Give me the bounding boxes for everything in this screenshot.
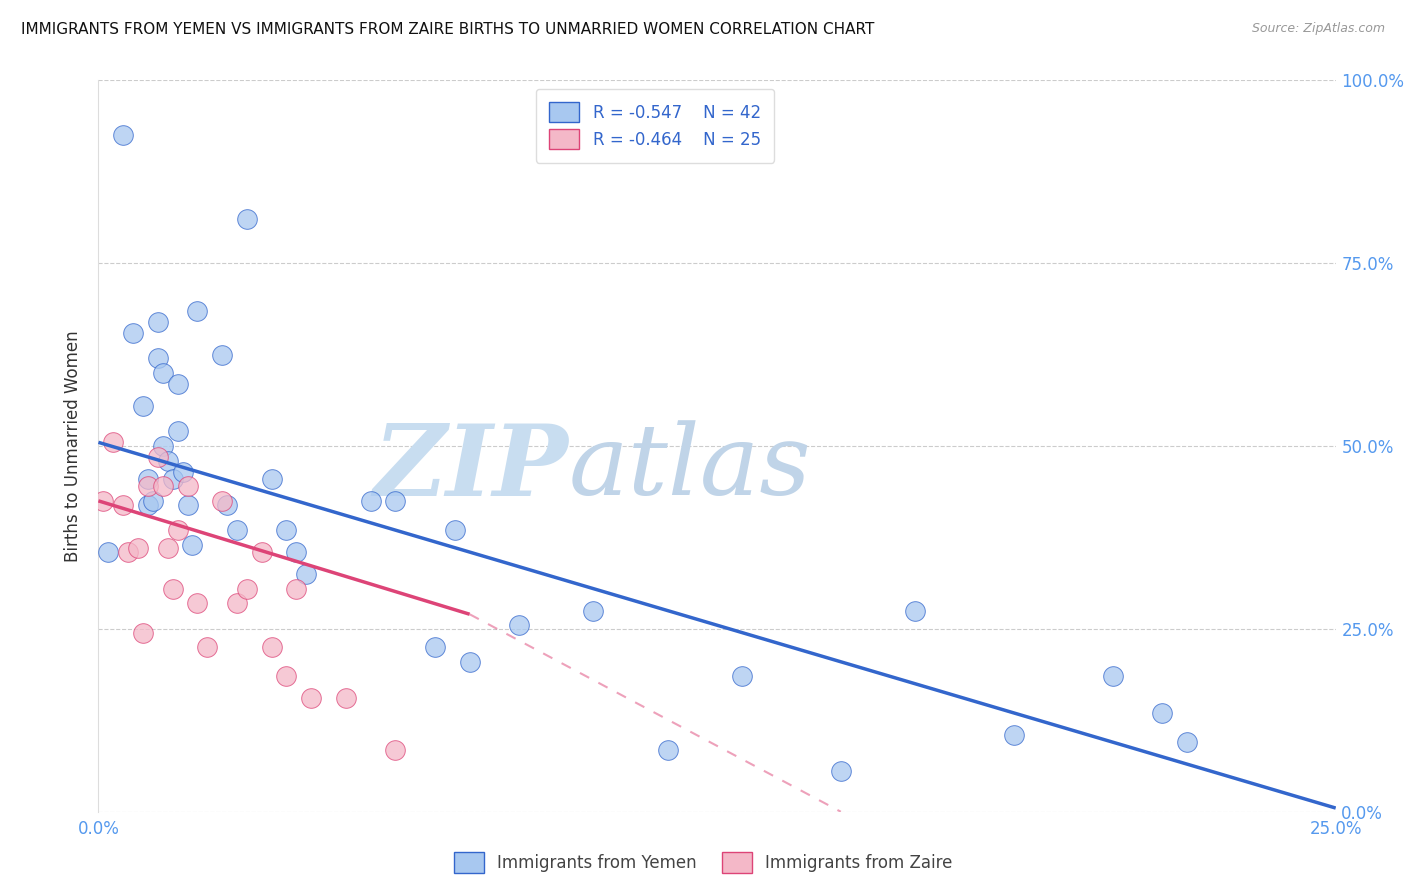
Point <box>172 465 194 479</box>
Point <box>211 348 233 362</box>
Point <box>166 523 188 537</box>
Text: ZIP: ZIP <box>374 420 568 516</box>
Point <box>1152 706 1174 720</box>
Point <box>299 691 322 706</box>
Point <box>176 479 198 493</box>
Point <box>260 472 283 486</box>
Point <box>295 567 318 582</box>
Point <box>582 603 605 617</box>
Point <box>904 603 927 617</box>
Point <box>93 494 115 508</box>
Point <box>152 366 174 380</box>
Point <box>162 472 184 486</box>
Point <box>152 479 174 493</box>
Point <box>136 498 159 512</box>
Point <box>731 669 754 683</box>
Point <box>136 479 159 493</box>
Point <box>156 541 179 556</box>
Point <box>276 523 298 537</box>
Point <box>285 545 308 559</box>
Text: IMMIGRANTS FROM YEMEN VS IMMIGRANTS FROM ZAIRE BIRTHS TO UNMARRIED WOMEN CORRELA: IMMIGRANTS FROM YEMEN VS IMMIGRANTS FROM… <box>21 22 875 37</box>
Point <box>195 640 218 655</box>
Point <box>1102 669 1125 683</box>
Point <box>226 596 249 610</box>
Point <box>260 640 283 655</box>
Point <box>384 494 406 508</box>
Point <box>226 523 249 537</box>
Point <box>186 303 208 318</box>
Text: atlas: atlas <box>568 420 811 516</box>
Point <box>132 625 155 640</box>
Legend: R = -0.547    N = 42, R = -0.464    N = 25: R = -0.547 N = 42, R = -0.464 N = 25 <box>536 88 775 162</box>
Point <box>136 472 159 486</box>
Point <box>166 376 188 391</box>
Point <box>146 450 169 464</box>
Point <box>97 545 120 559</box>
Point <box>166 425 188 439</box>
Point <box>103 435 125 450</box>
Text: Source: ZipAtlas.com: Source: ZipAtlas.com <box>1251 22 1385 36</box>
Point <box>236 212 259 227</box>
Point <box>146 315 169 329</box>
Point <box>458 655 481 669</box>
Point <box>250 545 273 559</box>
Point <box>142 494 165 508</box>
Point <box>508 618 530 632</box>
Point <box>112 128 135 143</box>
Point <box>181 538 204 552</box>
Point <box>423 640 446 655</box>
Point <box>1175 735 1198 749</box>
Point <box>176 498 198 512</box>
Point <box>657 742 679 756</box>
Point <box>211 494 233 508</box>
Point <box>122 326 145 340</box>
Point <box>117 545 139 559</box>
Y-axis label: Births to Unmarried Women: Births to Unmarried Women <box>65 330 83 562</box>
Point <box>1002 728 1025 742</box>
Legend: Immigrants from Yemen, Immigrants from Zaire: Immigrants from Yemen, Immigrants from Z… <box>447 846 959 880</box>
Point <box>127 541 149 556</box>
Point <box>152 439 174 453</box>
Point <box>285 582 308 596</box>
Point <box>830 764 852 779</box>
Point <box>146 351 169 366</box>
Point <box>132 399 155 413</box>
Point <box>335 691 357 706</box>
Point <box>236 582 259 596</box>
Point <box>162 582 184 596</box>
Point <box>360 494 382 508</box>
Point <box>112 498 135 512</box>
Point <box>217 498 239 512</box>
Point <box>156 453 179 467</box>
Point <box>443 523 465 537</box>
Point <box>186 596 208 610</box>
Point <box>384 742 406 756</box>
Point <box>276 669 298 683</box>
